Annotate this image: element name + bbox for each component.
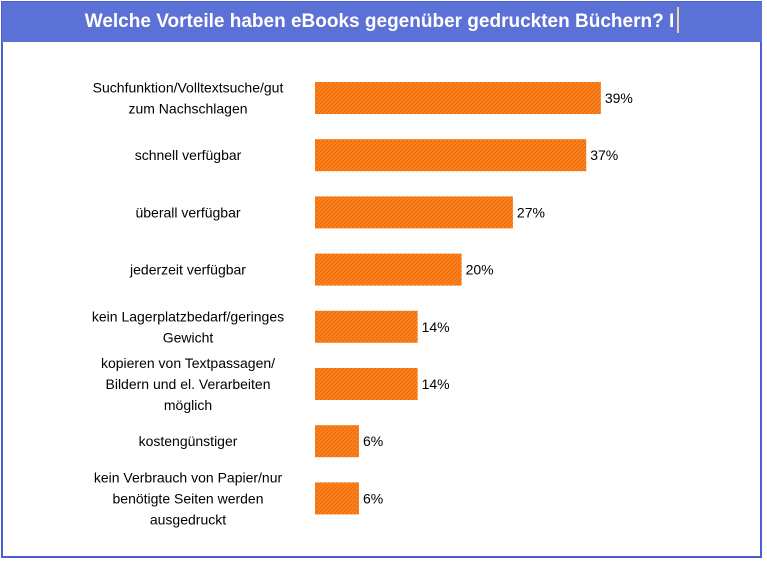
category-label-line: kostengünstiger [139,433,238,449]
category-label-line: kein Lagerplatzbedarf/geringes [92,308,284,324]
chart-header: Welche Vorteile haben eBooks gegenüber g… [2,2,762,42]
value-label: 14% [422,376,450,392]
category-label-line: Gewicht [163,329,214,345]
bar [315,139,587,172]
category-label-line: jederzeit verfügbar [129,262,246,278]
chart-title: Welche Vorteile haben eBooks gegenüber g… [84,11,675,32]
category-label: Suchfunktion/Volltextsuche/gut zum Nachsc… [93,80,284,117]
value-label: 39% [605,90,633,106]
bar [315,196,513,229]
category-label: schnell verfügbar [135,147,242,163]
category-label: kein Lagerplatzbedarf/geringes Gewicht [92,308,284,345]
category-label-line: überall verfügbar [135,204,240,220]
bar [315,368,418,400]
labels-layer: 39% Suchfunktion/Volltextsuche/gut zum Nac… [92,80,633,528]
category-label-line: Suchfunktion/Volltextsuche/gut [93,80,284,96]
category-label: kein Verbrauch von Papier/nur benötigte S… [94,469,283,527]
bars-layer [315,82,601,515]
value-label: 6% [363,490,383,506]
value-label: 14% [422,319,450,335]
bar [315,482,359,515]
value-label: 20% [466,262,494,278]
bar [315,253,462,286]
category-label: jederzeit verfügbar [129,262,246,278]
flag-icon [677,6,680,33]
category-label: überall verfügbar [135,204,240,220]
value-label: 6% [363,433,383,449]
value-label: 27% [517,204,545,220]
category-label-line: zum Nachschlagen [128,101,247,117]
category-label-line: kopieren von Textpassagen/ [101,355,275,371]
bar [315,82,601,114]
category-label: kopieren von Textpassagen/Bildern und el… [101,355,275,413]
category-label-line: ausgedruckt [150,511,226,527]
bar [315,425,359,458]
category-label: kostengünstiger [139,433,238,449]
value-label: 37% [590,147,618,163]
category-label-line: möglich [164,397,212,413]
category-label-line: kein Verbrauch von Papier/nur [94,469,283,485]
category-label-line: schnell verfügbar [135,147,242,163]
category-label-line: Bildern und el. Verarbeiten [106,376,271,392]
category-label-line: benötigte Seiten werden [113,490,264,506]
bar [315,310,418,343]
